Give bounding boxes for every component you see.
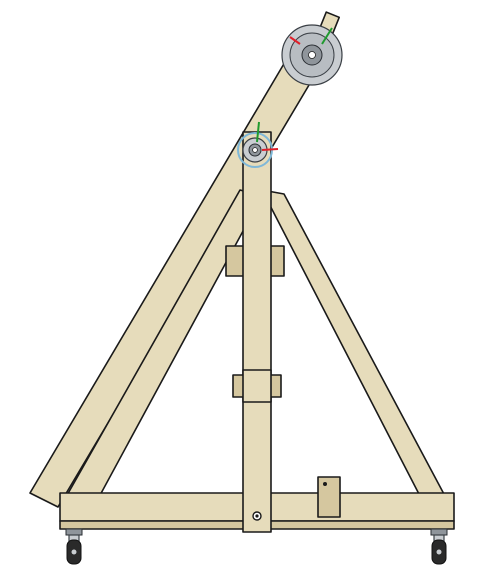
triad-axis-icon [256,121,279,151]
caster-wheel-right[interactable] [430,528,448,565]
caster-axle [71,549,77,555]
bolt-center [255,514,259,518]
bolt-icon [323,482,327,486]
pulley-icon[interactable] [281,11,343,86]
bearing-pin [252,147,258,153]
axis-y [256,121,260,143]
axis-x [289,36,301,45]
base-bracket[interactable] [317,476,341,518]
axis-y [321,27,333,45]
upright-bracket-face [242,369,272,403]
caster-wheel-left[interactable] [65,528,83,565]
caster-plate [430,528,448,536]
left-diagonal-leg[interactable] [65,189,263,511]
right-diagonal-leg[interactable] [261,189,446,497]
center-upright[interactable] [232,131,282,533]
upright-post[interactable] [242,131,272,533]
axis-x [261,148,279,151]
caster-axle [436,549,442,555]
caster-plate [65,528,83,536]
pulley-axle [308,51,316,59]
